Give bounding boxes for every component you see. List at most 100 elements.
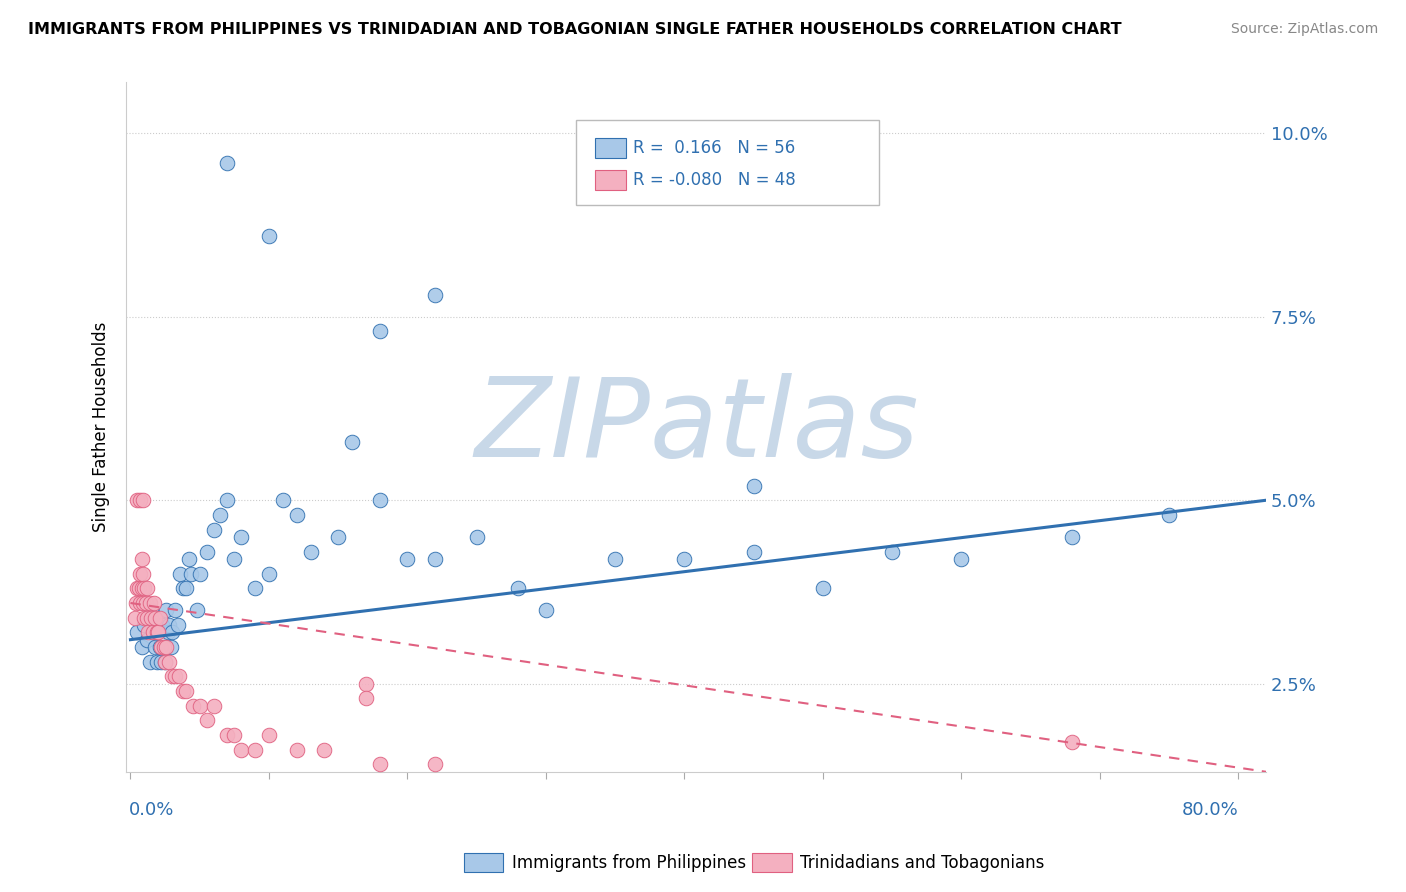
Point: [136, 610, 159, 624]
Point: [257, 229, 280, 244]
Point: [138, 625, 160, 640]
Point: [131, 640, 153, 654]
Point: [396, 552, 419, 566]
Text: R =  0.166   N = 56: R = 0.166 N = 56: [633, 139, 794, 157]
Point: [174, 684, 197, 698]
Point: [534, 603, 557, 617]
Point: [157, 618, 180, 632]
Point: [188, 566, 211, 581]
Point: [285, 508, 308, 522]
Point: [172, 684, 194, 698]
Point: [136, 632, 159, 647]
Point: [186, 603, 208, 617]
Point: [188, 698, 211, 713]
Point: [155, 640, 177, 654]
Point: [465, 530, 488, 544]
Point: [224, 728, 246, 742]
Point: [160, 669, 183, 683]
Point: [129, 566, 152, 581]
Point: [271, 493, 294, 508]
Point: [257, 728, 280, 742]
Point: [172, 582, 194, 596]
Point: [285, 743, 308, 757]
Point: [152, 640, 174, 654]
Point: [177, 552, 200, 566]
Point: [127, 625, 149, 640]
Point: [314, 743, 336, 757]
Point: [145, 610, 167, 624]
Point: [195, 544, 218, 558]
Point: [146, 618, 169, 632]
Point: [217, 493, 239, 508]
Point: [354, 691, 377, 706]
Text: 0.0%: 0.0%: [129, 801, 174, 819]
Point: [231, 743, 253, 757]
Point: [202, 698, 225, 713]
Point: [131, 552, 153, 566]
Point: [129, 493, 152, 508]
Point: [157, 655, 180, 669]
Point: [673, 552, 696, 566]
Point: [146, 655, 169, 669]
Point: [368, 325, 391, 339]
Point: [742, 478, 765, 492]
Point: [128, 582, 150, 596]
Point: [1062, 530, 1084, 544]
Point: [136, 582, 159, 596]
Point: [950, 552, 973, 566]
Point: [143, 596, 166, 610]
Point: [150, 618, 173, 632]
Point: [160, 625, 183, 640]
Point: [605, 552, 627, 566]
Point: [149, 640, 172, 654]
Point: [882, 544, 904, 558]
Point: [508, 582, 530, 596]
Point: [163, 603, 186, 617]
Point: [125, 596, 148, 610]
Point: [134, 582, 156, 596]
Point: [209, 508, 232, 522]
Text: Immigrants from Philippines: Immigrants from Philippines: [512, 854, 747, 871]
Point: [174, 582, 197, 596]
Point: [811, 582, 834, 596]
Point: [423, 552, 446, 566]
Point: [141, 603, 163, 617]
Point: [163, 669, 186, 683]
Point: [166, 618, 188, 632]
Point: [299, 544, 322, 558]
Point: [131, 582, 153, 596]
Point: [1062, 735, 1084, 749]
Point: [328, 530, 350, 544]
Y-axis label: Single Father Households: Single Father Households: [93, 322, 110, 532]
Point: [127, 582, 149, 596]
Point: [340, 434, 363, 449]
Text: IMMIGRANTS FROM PHILIPPINES VS TRINIDADIAN AND TOBAGONIAN SINGLE FATHER HOUSEHOL: IMMIGRANTS FROM PHILIPPINES VS TRINIDADI…: [28, 22, 1122, 37]
Point: [142, 625, 165, 640]
Point: [127, 493, 149, 508]
Point: [423, 287, 446, 301]
Point: [156, 625, 179, 640]
Point: [167, 669, 190, 683]
Point: [141, 610, 163, 624]
Point: [169, 566, 191, 581]
Text: Trinidadians and Tobagonians: Trinidadians and Tobagonians: [800, 854, 1045, 871]
Point: [368, 493, 391, 508]
Point: [217, 155, 239, 169]
Point: [152, 640, 174, 654]
Point: [195, 714, 218, 728]
Point: [132, 493, 155, 508]
Point: [124, 610, 146, 624]
Text: ZIPatlas: ZIPatlas: [474, 374, 918, 481]
Point: [132, 596, 155, 610]
Point: [139, 596, 162, 610]
Point: [134, 618, 156, 632]
Point: [153, 655, 176, 669]
Point: [134, 610, 156, 624]
Point: [148, 610, 170, 624]
Point: [180, 566, 202, 581]
Point: [145, 640, 167, 654]
Point: [224, 552, 246, 566]
Point: [146, 625, 169, 640]
Point: [202, 523, 225, 537]
Point: [354, 677, 377, 691]
